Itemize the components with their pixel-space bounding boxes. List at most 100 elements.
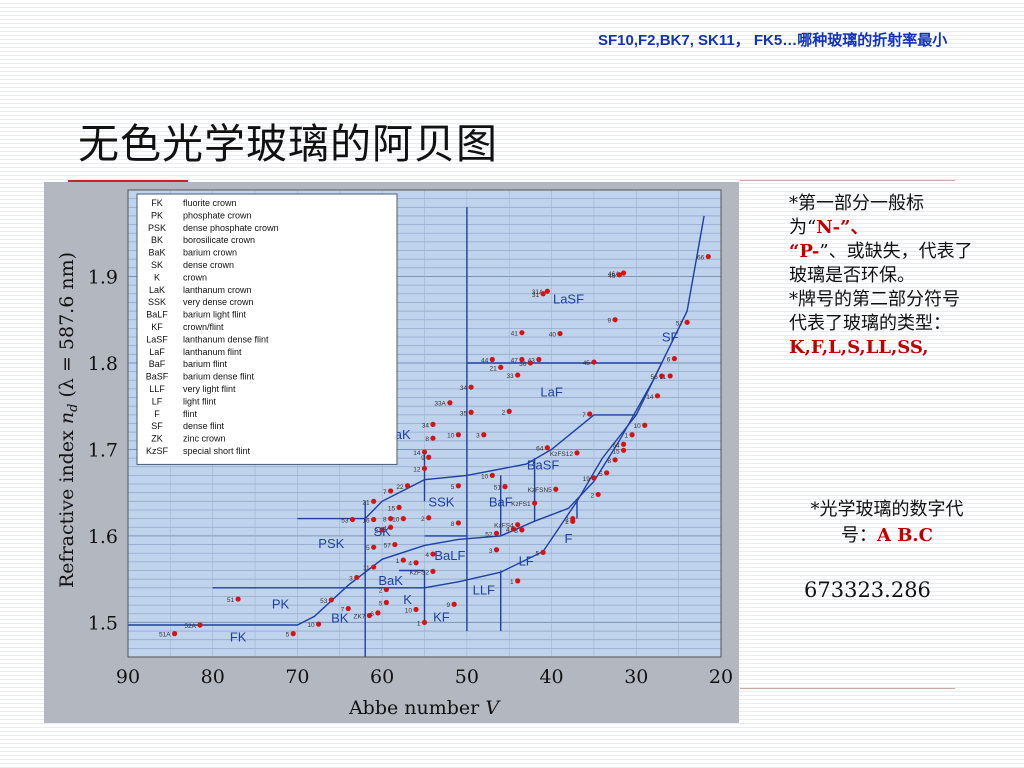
- glass-point-label: 10: [481, 473, 489, 480]
- legend-name: very light flint: [183, 384, 236, 394]
- glass-point-label: KzFS1: [511, 501, 531, 508]
- glass-point-label: 10: [405, 607, 413, 614]
- glass-point-label: 11: [363, 565, 370, 572]
- glass-point: [349, 516, 356, 523]
- glass-point: [426, 454, 432, 460]
- glass-point: [371, 564, 377, 570]
- glass-point-label: KzFS2: [409, 569, 429, 576]
- glass-point: [591, 475, 597, 481]
- question-text: SF10,F2,BK7, SK11， FK5…哪种玻璃的折射率最小: [598, 32, 948, 49]
- glass-point-label: 5: [379, 601, 383, 608]
- glass-point-label: 2: [565, 519, 569, 526]
- glass-point: [388, 524, 394, 530]
- region-label: KF: [433, 610, 450, 625]
- glass-point-label: KzFS4: [494, 523, 514, 530]
- glass-point: [430, 551, 436, 557]
- region-label: PSK: [318, 536, 344, 551]
- legend-code: K: [154, 272, 160, 282]
- glass-point: [616, 272, 622, 278]
- glass-point: [493, 530, 500, 536]
- legend-name: dense flint: [183, 421, 225, 431]
- glass-point-label: 2: [502, 409, 506, 416]
- glass-point: [375, 610, 381, 616]
- glass-point: [519, 330, 525, 336]
- glass-point: [544, 445, 550, 451]
- glass-point-label: 8: [514, 528, 518, 535]
- glass-point: [371, 516, 377, 523]
- glass-point: [553, 486, 559, 492]
- legend-code: SF: [151, 421, 163, 431]
- glass-point: [540, 291, 546, 297]
- glass-point: [400, 516, 406, 522]
- glass-point: [536, 356, 542, 363]
- glass-point-label: 6: [370, 611, 374, 618]
- glass-point: [515, 372, 521, 378]
- glass-point: [345, 605, 351, 612]
- glass-point: [684, 319, 690, 325]
- region-label: BaLF: [434, 548, 465, 563]
- region-label: BaF: [489, 495, 513, 510]
- glass-point-label: KzFS12: [550, 451, 574, 458]
- glass-point: [451, 601, 457, 607]
- glass-point-label: ZK7: [354, 613, 366, 620]
- glass-point-label: 21: [490, 365, 498, 372]
- glass-point: [519, 527, 525, 533]
- glass-point-label: 15: [612, 448, 620, 455]
- glass-point: [455, 432, 461, 438]
- y-tick-label: 1.9: [88, 266, 118, 288]
- glass-point-label: 9: [421, 455, 425, 462]
- glass-point: [557, 330, 563, 337]
- glass-point: [366, 612, 373, 619]
- region-label: LaSF: [553, 291, 584, 306]
- glass-point-label: 34: [460, 385, 468, 392]
- legend-code: BaLF: [146, 310, 168, 320]
- legend-name: fluorite crown: [183, 198, 237, 208]
- glass-point-label: 34: [422, 422, 430, 429]
- legend-code: ZK: [151, 434, 163, 444]
- glass-point: [591, 359, 597, 365]
- glass-point: [540, 549, 546, 555]
- glass-point-label: 33: [506, 373, 514, 380]
- legend-code: KF: [151, 322, 163, 332]
- glass-point-label: 45: [583, 360, 591, 367]
- glass-point: [371, 498, 377, 504]
- glass-point: [468, 384, 474, 390]
- legend-name: dense crown: [183, 260, 234, 270]
- region-boundary: [128, 215, 705, 626]
- glass-point: [481, 432, 487, 438]
- glass-point-label: 3: [349, 575, 353, 582]
- x-tick-label: 90: [116, 666, 140, 688]
- note-glass-prefix: *第一部分一般标为“N-”、 “P-”、或缺失，代表了玻璃是否环保。: [789, 193, 973, 286]
- glass-point: [426, 515, 432, 521]
- glass-point: [421, 449, 428, 455]
- x-tick-label: 50: [455, 666, 479, 688]
- legend-code: F: [154, 409, 160, 419]
- glass-point: [612, 317, 618, 323]
- glass-point-label: 10: [634, 423, 642, 430]
- legend-code: PSK: [148, 223, 166, 233]
- title-accent-line: [68, 180, 188, 183]
- glass-point-label: 1: [396, 558, 400, 565]
- legend-code: LaF: [149, 347, 165, 357]
- glass-point-label: 31: [532, 292, 540, 299]
- glass-point: [455, 520, 461, 526]
- x-tick-label: 60: [370, 666, 394, 688]
- glass-point-label: 2: [565, 517, 569, 524]
- glass-point: [468, 409, 474, 415]
- glass-point-label: 52: [485, 531, 493, 538]
- legend-name: phosphate crown: [183, 210, 252, 220]
- glass-point-label: 12: [413, 466, 421, 473]
- glass-point-label: 4: [408, 561, 412, 568]
- glass-point-label: 5: [535, 550, 539, 557]
- glass-point: [544, 288, 550, 294]
- legend-box: [136, 193, 398, 465]
- divider-line: [740, 688, 955, 689]
- region-label: LLF: [473, 583, 495, 598]
- glass-point: [489, 472, 495, 478]
- abbe-diagram: 51A 52A 51 5 10 53 7 3 ZK7 6 5 2 11 5 57 2 1 4 10 1 KzFS2 4 9 1…: [44, 182, 739, 723]
- glass-point-label: 1: [510, 579, 514, 586]
- glass-point-label: 16: [362, 517, 370, 524]
- region-label: SK: [373, 524, 391, 539]
- glass-point-label: 8: [607, 458, 611, 465]
- glass-point-label: 15: [388, 505, 396, 512]
